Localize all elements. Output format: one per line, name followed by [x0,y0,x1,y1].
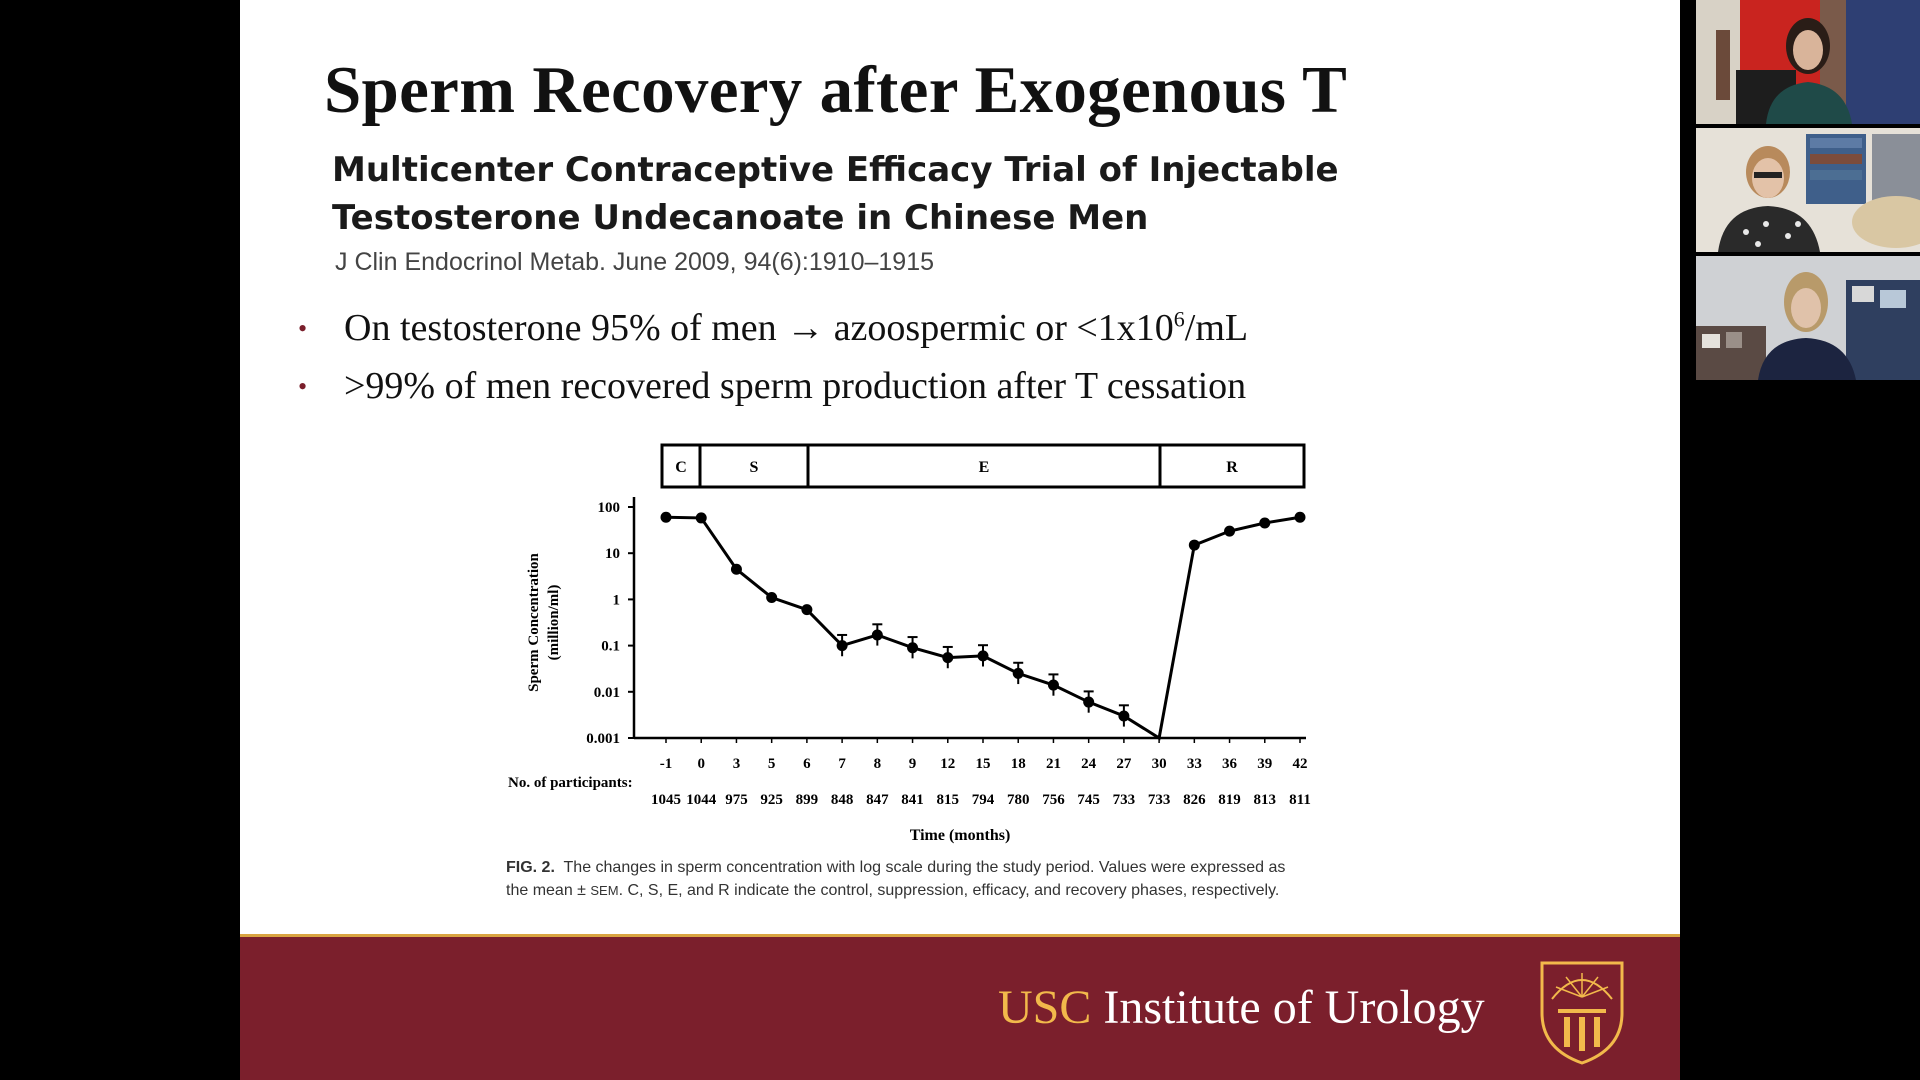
participant-count: 745 [1077,792,1100,808]
participant-count: 848 [831,792,854,808]
participant-video-tile-2[interactable] [1696,128,1920,252]
x-tick-label: 15 [976,756,991,772]
data-point [1118,710,1130,722]
caption-label: FIG. 2. [506,859,555,876]
x-tick-label: 18 [1011,756,1026,772]
participant-count: 826 [1183,792,1206,808]
x-tick-label: 3 [733,756,741,772]
participant-count: 899 [796,792,819,808]
data-point [836,640,848,652]
series-line [665,515,1301,741]
y-axis-label-unit: (million/ml) [546,585,562,661]
data-point [1259,517,1271,529]
x-tick-label: 0 [697,756,705,772]
x-tick-label: 27 [1116,756,1132,772]
y-axis-label: Sperm Concentration [526,552,542,691]
y-tick-label: 1 [613,592,621,608]
participant-count: 780 [1007,792,1029,808]
institute-brand: USC Institute of Urology [998,981,1485,1034]
x-tick-label: 39 [1257,756,1272,772]
data-point [695,512,707,524]
participant-count: 813 [1254,792,1277,808]
phase-box [660,443,1306,489]
bullet-dot-icon: • [298,314,308,343]
participant-count: 1045 [651,792,681,808]
data-point [1224,525,1236,537]
phase-label-E: E [979,459,990,476]
participants-label: No. of participants: [508,775,633,791]
x-tick-label: 12 [940,756,955,772]
arrow-right-icon: → [786,307,825,349]
participant-count: 794 [972,792,995,808]
bullet-text-2: >99% of men recovered sperm production a… [344,365,1247,407]
participant-count: 815 [937,792,960,808]
slide-title: Sperm Recovery after Exogenous T [324,53,1348,127]
participant-count: 925 [760,792,783,808]
y-tick-label: 0.1 [601,639,620,655]
sperm-concentration-chart: C S E R 100 10 1 0.1 0.01 0.001 Sperm Concentratio… [480,430,1360,855]
participant-video-tile-3[interactable] [1696,256,1920,380]
data-point [766,591,778,603]
participant-count: 756 [1042,792,1065,808]
x-tick-label: 6 [803,756,811,772]
participant-count: 847 [866,792,889,808]
y-tick-label: 10 [605,546,620,562]
participant-count: 975 [725,792,748,808]
data-point [1294,511,1306,523]
x-tick-label: 42 [1293,756,1308,772]
presentation-slide: Sperm Recovery after Exogenous T Multice… [240,0,1680,1080]
data-point [977,650,989,662]
y-tick-label: 0.01 [594,685,620,701]
paper-title: Multicenter Contraceptive Efficacy Trial… [332,146,1339,242]
phase-label-R: R [1226,459,1238,476]
participant-count: 733 [1148,792,1171,808]
data-point [871,629,883,641]
participant-count: 733 [1113,792,1136,808]
participant-count: 841 [901,792,924,808]
x-tick-label: 9 [909,756,917,772]
data-point [942,652,954,664]
phase-label-S: S [750,459,759,476]
x-tick-label: -1 [660,756,673,772]
x-tick-label: 8 [874,756,882,772]
x-tick-label: 21 [1046,756,1061,772]
participant-count: 1044 [686,792,717,808]
figure-caption: FIG. 2. The changes in sperm concentrati… [506,859,1286,899]
data-point [660,511,672,523]
x-tick-label: 36 [1222,756,1238,772]
x-tick-label: 7 [838,756,846,772]
journal-citation: J Clin Endocrinol Metab. June 2009, 94(6… [335,248,935,276]
data-point [1188,539,1200,551]
bullet-text-1: On testosterone 95% of men → azoospermic… [344,306,1249,349]
data-point [730,563,742,575]
y-tick-label: 0.001 [586,731,620,747]
x-axis-label: Time (months) [910,827,1011,844]
bullet-dot-icon: • [298,372,308,401]
slide-footer: USC Institute of Urology [240,934,1680,1080]
paper-title-line-1: Multicenter Contraceptive Efficacy Trial… [332,150,1339,190]
x-tick-label: 24 [1081,756,1097,772]
data-point [1012,667,1024,679]
x-tick-label: 5 [768,756,776,772]
data-point [1047,679,1059,691]
phase-label-C: C [675,459,687,476]
participant-count: 819 [1218,792,1241,808]
x-tick-label: 30 [1152,756,1167,772]
y-tick-label: 100 [598,500,621,516]
participant-video-tile-1[interactable] [1696,0,1920,124]
x-tick-label: 33 [1187,756,1202,772]
data-point [907,642,919,654]
usc-seal-icon [1540,961,1624,1065]
chart-svg: C S E R 100 10 1 0.1 0.01 0.001 Sperm Concentratio… [508,443,1311,844]
participant-count: 811 [1289,792,1311,808]
paper-title-line-2: Testosterone Undecanoate in Chinese Men [332,198,1149,238]
data-point [1083,696,1095,708]
data-point [801,604,813,616]
